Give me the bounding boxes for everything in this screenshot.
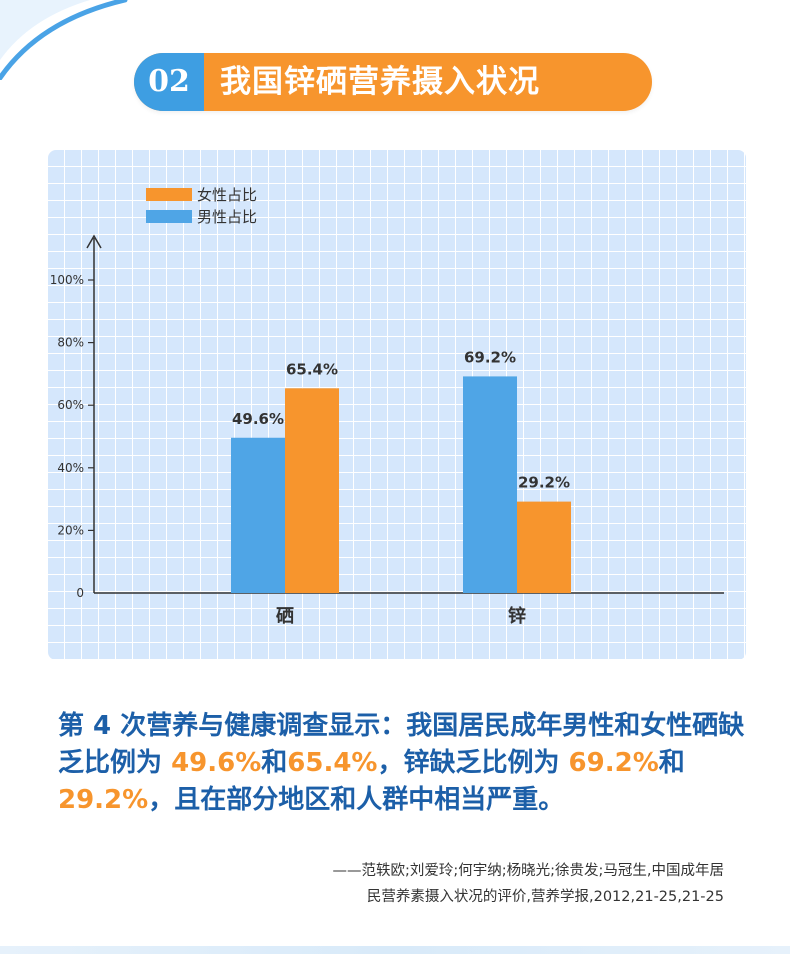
bar-female-1: [517, 501, 571, 593]
section-title: 我国锌硒营养摄入状况: [220, 64, 540, 100]
x-category-label: 锌: [508, 605, 526, 627]
chart-card: 0 20% 40% 60% 80% 100% 49.6% 69.2% 65.4% 29.2% 硒 锌 女…: [48, 150, 746, 660]
bar-value-label: 29.2%: [518, 474, 570, 492]
bar-male-0: [231, 437, 285, 593]
y-axis-arrow: [86, 234, 102, 249]
bar-value-label: 69.2%: [464, 348, 516, 366]
y-tick-label: 20%: [57, 523, 84, 537]
summary-value-1: 49.6%: [171, 748, 262, 778]
legend-label: 男性占比: [197, 208, 257, 226]
summary-text: 第 4 次营养与健康调查显示：我国居民成年男性和女性硒缺乏比例为 49.6%和6…: [58, 708, 758, 819]
section-header: 02 我国锌硒营养摄入状况: [134, 53, 652, 111]
summary-part3: ，且在部分地区和人群中相当严重。: [148, 785, 565, 815]
citation: ——范轶欧;刘爱玲;何宇纳;杨晓光;徐贵发;马冠生,中国成年居 民营养素摄入状况…: [204, 858, 724, 910]
corner-arc-decoration: [0, 0, 128, 80]
summary-value-2: 65.4%: [287, 748, 378, 778]
bar-female-0: [285, 388, 339, 593]
legend-label: 女性占比: [197, 186, 257, 204]
legend-swatch: [146, 210, 192, 223]
summary-part1: 第 4 次营养与健康调查显示：我国居民成年男性和女性硒缺乏比例为: [58, 711, 745, 778]
y-tick-label: 80%: [57, 336, 84, 350]
summary-part2: ，锌缺乏比例为: [377, 748, 569, 778]
bar-value-label: 65.4%: [286, 360, 338, 378]
y-tick-label: 60%: [57, 398, 84, 412]
summary-value-4: 29.2%: [58, 785, 149, 815]
bar-chart: 0 20% 40% 60% 80% 100% 49.6% 69.2% 65.4% 29.2% 硒 锌 女…: [50, 186, 724, 627]
summary-value-3: 69.2%: [568, 748, 659, 778]
x-category-label: 硒: [276, 606, 294, 627]
y-tick-label: 100%: [50, 273, 84, 287]
citation-line-2: 民营养素摄入状况的评价,营养学报,2012,21-25,21-25: [366, 889, 724, 905]
citation-line-1: ——范轶欧;刘爱玲;何宇纳;杨晓光;徐贵发;马冠生,中国成年居: [332, 863, 724, 879]
summary-and-1: 和: [261, 748, 288, 778]
legend-swatch: [146, 188, 192, 201]
y-tick-label: 40%: [57, 461, 84, 475]
bottom-band: [0, 946, 790, 954]
section-number: 02: [134, 53, 204, 111]
bar-male-1: [463, 376, 517, 593]
bar-value-label: 49.6%: [232, 410, 284, 428]
summary-and-2: 和: [658, 748, 685, 778]
y-tick-label: 0: [76, 586, 84, 600]
